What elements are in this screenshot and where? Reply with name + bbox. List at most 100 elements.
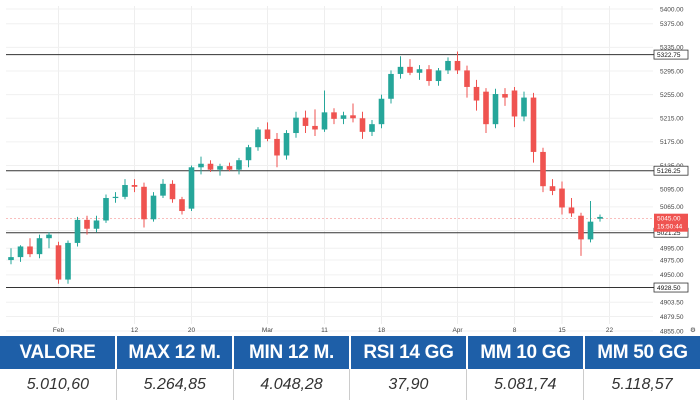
x-tick-label: 15 [558,327,566,334]
candle-body-up [122,185,128,197]
candle-body-up [416,69,423,73]
candle-body-up [492,94,499,125]
y-tick-label: 5095.00 [660,186,684,193]
candle-body-up [46,234,52,239]
candle-body-up [597,216,603,219]
stats-table: VALORE MAX 12 M. MIN 12 M. RSI 14 GG MM … [0,336,700,400]
x-tick-label: Mar [262,327,274,334]
candle-body-down [312,125,318,130]
candle-body-down [141,186,147,220]
candle-body-up [150,195,157,220]
y-tick-label: 5400.00 [660,6,684,13]
level-badge [653,282,689,293]
stats-header-row: VALORE MAX 12 M. MIN 12 M. RSI 14 GG MM … [0,336,700,369]
candle-body-up [255,129,261,148]
level-badge [653,165,689,176]
candle-body-down [473,86,480,101]
candle-body-up [283,133,290,156]
candle-body-down [426,69,432,82]
candle-body-down [568,207,575,214]
candle-body-up [188,167,195,209]
candle-body-down [207,163,214,170]
header-valore: VALORE [0,336,117,369]
candle-body-up [160,183,166,196]
y-tick-label: 5335.00 [660,45,684,52]
value-mm-10gg: 5.081,74 [467,369,585,400]
candle-body-down [55,245,62,280]
candle-body-down [483,91,489,125]
level-label: 5322.75 [657,52,681,59]
x-tick-label: Feb [53,327,65,334]
candle-body-down [511,90,518,117]
candle-body-down [131,185,138,187]
candle-body-up [587,221,594,240]
header-mm-50gg: MM 50 GG [597,341,688,363]
x-tick-label: 11 [321,327,328,334]
y-tick-label: 5375.00 [660,21,684,28]
countdown-label: 15:50:44 [657,224,683,231]
y-tick-label: 4879.50 [660,314,684,321]
candle-body-up [397,66,404,74]
candle-body-down [84,219,90,229]
value-valore: 5.010,60 [0,369,117,400]
current-price-badge [654,213,688,232]
candle-body-up [445,60,451,71]
candle-body-up [435,70,442,82]
x-tick-label: 20 [188,327,196,334]
y-tick-label: 5175.00 [660,139,684,146]
candle-body-down [454,60,461,71]
header-max-12m: MAX 12 M. [117,336,234,369]
x-tick-label: 18 [378,327,386,334]
candle-body-down [464,70,470,87]
price-chart: 5400.00 5375.00 5335.00 5295.00 5255.00 5215.… [6,6,696,336]
candle-body-down [331,112,337,119]
candle-body-up [521,97,527,117]
candle-body-up [36,238,43,255]
y-tick-label: 4855.00 [660,328,684,335]
x-tick-label: 12 [131,327,139,334]
candle-body-up [321,112,328,130]
value-max-12m: 5.264,85 [117,369,234,400]
candle-body-down [530,97,537,152]
level-label: 5126.25 [657,168,681,175]
candle-body-down [549,186,556,191]
candle-body-down [359,118,366,132]
y-tick-label: 4950.00 [660,272,684,279]
header-mm-10gg: MM 10 GG [468,336,585,369]
y-tick-label: 5215.00 [660,116,684,123]
level-label: 5021.25 [657,230,681,237]
header-min-12m: MIN 12 M. [234,336,351,369]
candle-body-down [302,117,309,126]
y-tick-label: 4975.00 [660,257,684,264]
candle-body-up [378,98,385,125]
candle-body-down [179,199,185,212]
candle-body-down [540,151,546,187]
candle-body-down [350,115,356,119]
candle-body-up [112,196,119,199]
y-tick-label: 4995.00 [660,246,684,253]
candlestick-chart: 5400.00 5375.00 5335.00 5295.00 5255.00 5215.… [6,6,696,335]
candle-body-down [27,246,33,255]
candle-body-up [103,198,109,221]
y-tick-label: 5065.00 [660,204,684,211]
candle-body-down [264,129,271,139]
header-rsi-14gg: RSI 14 GG [351,336,468,369]
current-price-label: 5045.00 [657,216,681,223]
candle-body-up [388,73,394,99]
y-tick-label: 4903.50 [660,300,684,307]
candle-body-down [274,138,280,156]
candle-body-down [502,94,508,98]
candle-body-up [17,246,24,258]
value-rsi-14gg: 37,90 [350,369,468,400]
candle-body-up [245,147,252,161]
x-tick-label: 22 [606,327,614,334]
candle-body-up [340,115,347,119]
level-badge [653,49,689,60]
candle-body-down [578,215,584,240]
candle-body-up [65,242,71,280]
value-min-12m: 4.048,28 [234,369,351,400]
candle-body-down [407,66,413,73]
settings-gear-icon: ⚙ [690,326,696,334]
y-tick-label: 5295.00 [660,68,684,75]
candle-body-up [198,163,204,168]
